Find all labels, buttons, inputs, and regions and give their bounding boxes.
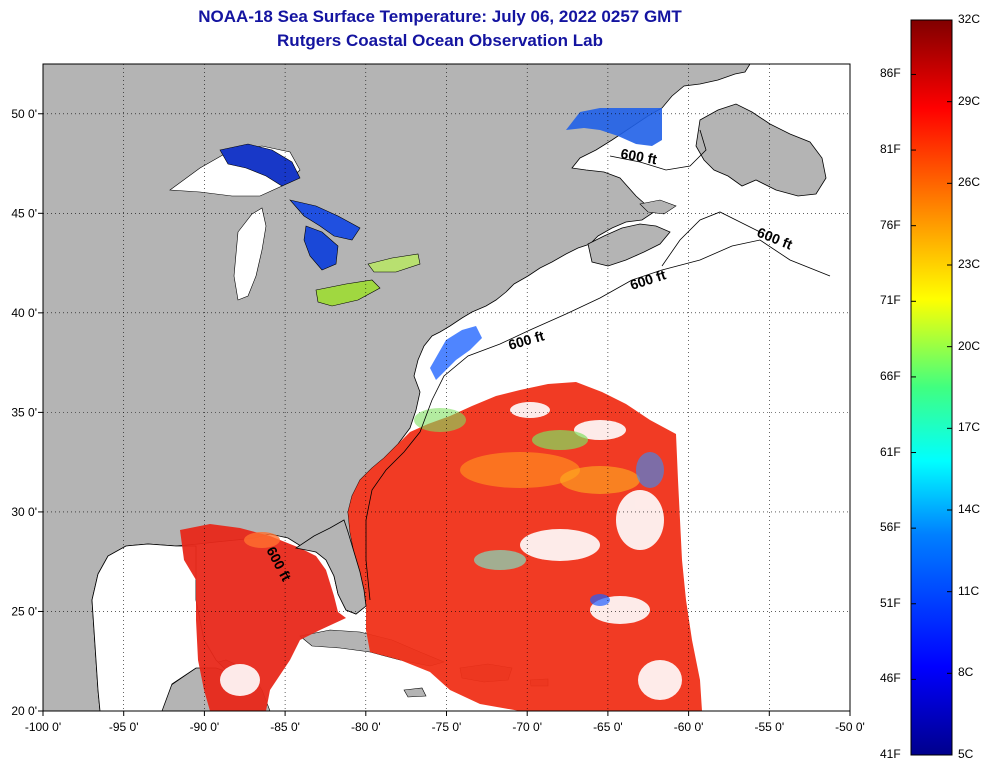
- land-newfoundland: [695, 103, 827, 197]
- lon-tick-label: -55 0': [754, 720, 784, 734]
- lon-tick-label: -65 0': [593, 720, 623, 734]
- colorbar-celsius-label: 11C: [958, 583, 980, 598]
- colorbar-celsius-label: 20C: [958, 338, 981, 353]
- longitude-axis: -100 0' -95 0' -90 0' -85 0' -80 0' -75 0' -70…: [25, 711, 865, 734]
- colorbar-fahrenheit-label: 71F: [880, 293, 901, 308]
- colorbar-fahrenheit-label: 66F: [880, 368, 901, 383]
- colorbar-celsius-label: 32C: [958, 12, 981, 26]
- colorbar-celsius-label: 17C: [958, 420, 981, 435]
- map-title: NOAA-18 Sea Surface Temperature: July 06…: [198, 7, 682, 26]
- lon-tick-label: -85 0': [270, 720, 300, 734]
- graticule: [43, 64, 850, 711]
- lon-tick-label: -70 0': [512, 720, 542, 734]
- sst-variation: [244, 408, 664, 606]
- lon-tick-label: -100 0': [25, 720, 61, 734]
- colorbar-celsius-label: 26C: [958, 175, 981, 190]
- sst-st-lawrence: [566, 108, 662, 146]
- colorbar-celsius-label: 14C: [958, 502, 981, 516]
- colorbar-fahrenheit-label: 81F: [880, 142, 901, 157]
- lon-tick-label: -80 0': [351, 720, 381, 734]
- great-lakes: [169, 143, 421, 307]
- lat-tick-label: 30 0': [11, 505, 37, 519]
- map-subtitle: Rutgers Coastal Ocean Observation Lab: [277, 31, 603, 50]
- sst-swath-gulf: [180, 524, 346, 711]
- lat-tick-label: 45 0': [11, 206, 37, 220]
- colorbar-fahrenheit-label: 51F: [880, 595, 901, 610]
- colorbar-fahrenheit-label: 46F: [880, 671, 901, 686]
- lat-tick-label: 50 0': [11, 107, 37, 121]
- land-florida: [294, 519, 367, 615]
- cloud-patches: [220, 402, 682, 700]
- colorbar-celsius-label: 23C: [958, 257, 981, 271]
- isobath-600ft: [365, 129, 831, 601]
- colorbar-fahrenheit-label: 86F: [880, 66, 901, 81]
- colorbar-fahrenheit-label: 76F: [880, 217, 901, 232]
- lon-tick-label: -75 0': [432, 720, 462, 734]
- colorbar-celsius-label: 8C: [958, 665, 974, 680]
- lon-tick-label: -60 0': [674, 720, 704, 734]
- isobath-label: 600 ft: [619, 145, 658, 167]
- colorbar-fahrenheit-label: 61F: [880, 444, 901, 459]
- lon-tick-label: -50 0': [835, 720, 865, 734]
- colorbar: [910, 19, 953, 756]
- land-jamaica: [403, 687, 427, 698]
- lat-tick-label: 25 0': [11, 604, 37, 618]
- colorbar-ticks: [911, 19, 952, 756]
- colorbar-celsius-label: 29C: [958, 93, 981, 108]
- land-nova-scotia: [587, 223, 671, 267]
- lat-tick-label: 20 0': [11, 704, 37, 718]
- sst-coastal-cool: [430, 326, 482, 380]
- lat-tick-label: 40 0': [11, 306, 37, 320]
- land-pei: [639, 199, 677, 215]
- lat-tick-label: 35 0': [11, 405, 37, 419]
- colorbar-celsius-label: 5C: [958, 747, 974, 761]
- colorbar-fahrenheit-label: 56F: [880, 520, 901, 535]
- lon-tick-label: -95 0': [109, 720, 139, 734]
- lon-tick-label: -90 0': [190, 720, 220, 734]
- latitude-axis: 50 0' 45 0' 40 0' 35 0' 30 0' 25 0' 20 0': [11, 107, 43, 718]
- colorbar-fahrenheit-label: 41F: [880, 747, 901, 761]
